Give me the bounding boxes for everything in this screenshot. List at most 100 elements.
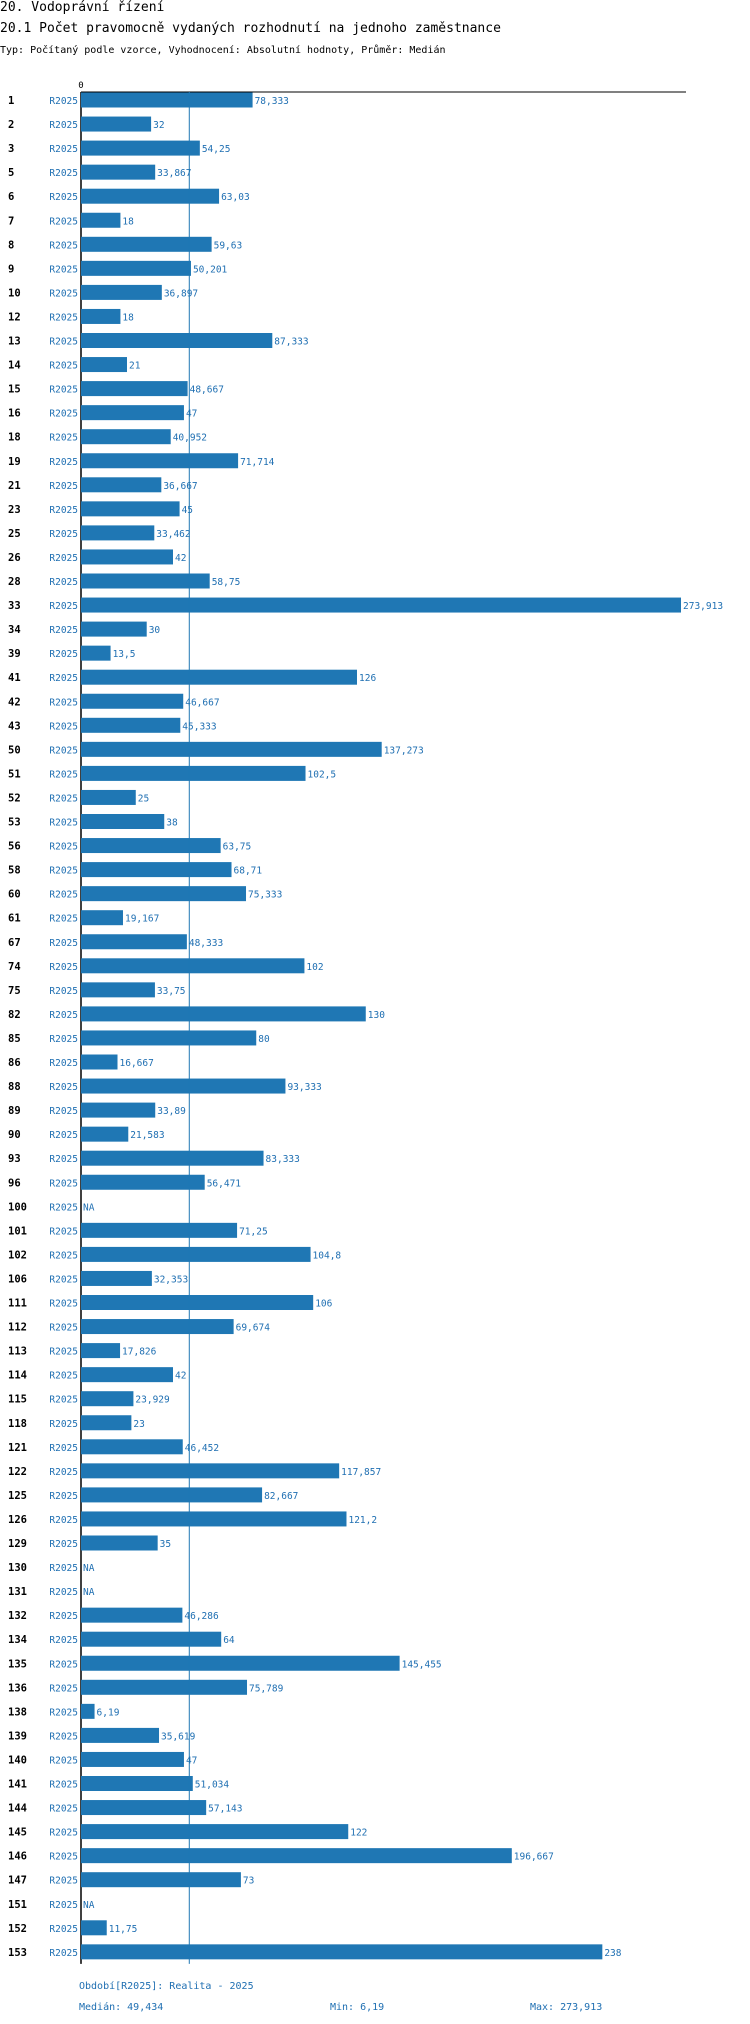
bar: [81, 1319, 234, 1335]
row-label: 135: [8, 1658, 27, 1670]
bar: [81, 1439, 183, 1455]
row-label: 141: [8, 1779, 27, 1791]
bar: [81, 934, 187, 950]
series-label: R2025: [49, 866, 78, 877]
series-label: R2025: [49, 914, 78, 925]
row-label: 129: [8, 1538, 27, 1550]
data-label: 82,667: [264, 1491, 298, 1502]
bar: [81, 1800, 207, 1816]
data-label: 87,333: [274, 337, 308, 348]
bar: [81, 1006, 366, 1022]
series-label: R2025: [49, 1419, 78, 1430]
series-label: R2025: [49, 216, 78, 227]
bar: [81, 1150, 264, 1166]
bar: [81, 381, 188, 397]
row-label: 5: [8, 167, 14, 179]
row-label: 34: [8, 624, 21, 636]
series-label: R2025: [49, 1828, 78, 1839]
data-label: 137,273: [384, 745, 424, 756]
bar: [81, 1102, 156, 1118]
row-label: 134: [8, 1634, 27, 1646]
data-label: NA: [83, 1900, 95, 1911]
data-label: 71,25: [239, 1226, 268, 1237]
series-label: R2025: [49, 601, 78, 612]
row-label: 130: [8, 1562, 27, 1574]
data-label: 35: [160, 1539, 171, 1550]
data-label: 23: [133, 1419, 144, 1430]
footer-min: Min: 6,19: [330, 2002, 385, 2013]
data-label: 21: [129, 361, 141, 372]
data-label: 59,63: [214, 240, 243, 251]
bar: [81, 886, 247, 902]
row-label: 42: [8, 696, 21, 708]
footer-max: Max: 273,913: [530, 2002, 603, 2013]
data-label: 16,667: [120, 1058, 154, 1069]
row-label: 113: [8, 1346, 27, 1358]
row-label: 153: [8, 1947, 27, 1959]
series-label: R2025: [49, 1707, 78, 1718]
series-label: R2025: [49, 1178, 78, 1189]
bar: [81, 982, 155, 998]
data-label: 121,2: [348, 1515, 377, 1526]
series-label: R2025: [49, 361, 78, 372]
row-label: 39: [8, 648, 21, 660]
row-label: 2: [8, 119, 14, 131]
series-label: R2025: [49, 818, 78, 829]
series-label: R2025: [49, 842, 78, 853]
row-label: 118: [8, 1418, 27, 1430]
bar: [81, 236, 212, 252]
bar: [81, 814, 165, 829]
bar: [81, 1751, 184, 1767]
data-label: 36,897: [164, 288, 198, 299]
bar: [81, 1607, 183, 1623]
row-label: 139: [8, 1730, 27, 1742]
bar: [81, 1631, 222, 1647]
series-label: R2025: [49, 409, 78, 420]
data-label: 18: [122, 216, 134, 227]
row-label: 61: [8, 913, 21, 925]
bar: [81, 453, 239, 469]
chart-meta: Typ: Počítaný podle vzorce, Vyhodnocení:…: [0, 45, 446, 56]
series-label: R2025: [49, 1659, 78, 1670]
footer-median: Medián: 49,434: [79, 2002, 164, 2013]
row-label: 131: [8, 1586, 27, 1598]
data-label: 58,75: [212, 577, 241, 588]
row-label: 53: [8, 817, 21, 829]
page-title: 20. Vodoprávní řízení: [0, 0, 165, 15]
series-label: R2025: [49, 745, 78, 756]
row-label: 23: [8, 504, 21, 516]
series-label: R2025: [49, 1683, 78, 1694]
series-label: R2025: [49, 1804, 78, 1815]
data-label: 17,826: [122, 1347, 157, 1358]
bar: [81, 1872, 241, 1888]
series-label: R2025: [49, 1395, 78, 1406]
bar: [81, 838, 221, 854]
bar: [81, 1824, 349, 1840]
series-label: R2025: [49, 1924, 78, 1935]
data-label: 23,929: [135, 1395, 170, 1406]
bar: [81, 1487, 263, 1503]
data-label: 21,583: [130, 1130, 164, 1141]
data-label: 126: [359, 673, 376, 684]
bar: [81, 429, 171, 445]
data-label: 18: [122, 312, 134, 323]
series-label: R2025: [49, 1563, 78, 1574]
data-label: 46,286: [184, 1611, 219, 1622]
series-label: R2025: [49, 288, 78, 299]
bar: [81, 92, 253, 108]
bar: [81, 164, 156, 180]
series-label: R2025: [49, 1900, 78, 1911]
data-label: 51,034: [195, 1780, 230, 1791]
series-label: R2025: [49, 481, 78, 492]
row-label: 126: [8, 1514, 27, 1526]
data-label: 32,353: [154, 1274, 188, 1285]
series-label: R2025: [49, 1635, 78, 1646]
bar: [81, 1343, 121, 1359]
series-label: R2025: [49, 1876, 78, 1887]
row-label: 82: [8, 1009, 21, 1021]
data-label: 6,19: [97, 1707, 120, 1718]
series-label: R2025: [49, 890, 78, 901]
row-label: 86: [8, 1057, 21, 1069]
series-label: R2025: [49, 433, 78, 444]
